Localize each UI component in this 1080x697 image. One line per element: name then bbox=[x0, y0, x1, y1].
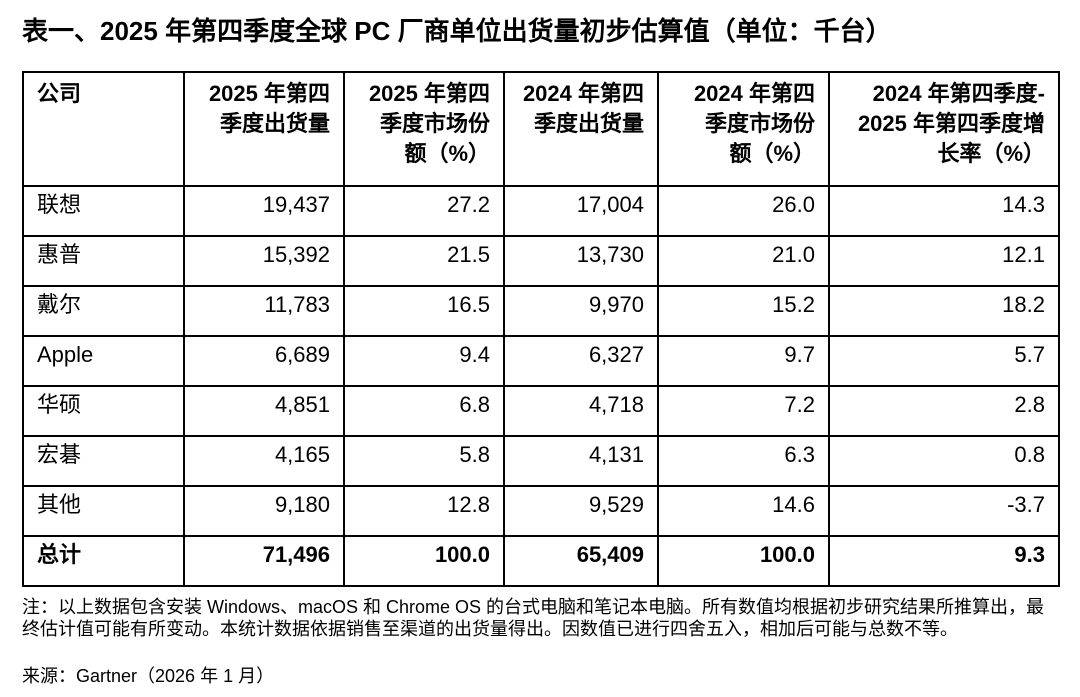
cell-2024-shipments: 13,730 bbox=[503, 235, 659, 287]
cell-2025-shipments: 6,689 bbox=[183, 335, 345, 387]
table-row-asus: 华硕 4,851 6.8 4,718 7.2 2.8 bbox=[22, 385, 1060, 437]
cell-growth: 12.1 bbox=[828, 235, 1060, 287]
cell-2024-share: 7.2 bbox=[657, 385, 830, 437]
cell-2024-share: 6.3 bbox=[657, 435, 830, 487]
cell-2024-shipments: 65,409 bbox=[503, 535, 659, 587]
cell-2025-shipments: 4,851 bbox=[183, 385, 345, 437]
cell-2024-share: 21.0 bbox=[657, 235, 830, 287]
cell-2024-shipments: 4,718 bbox=[503, 385, 659, 437]
cell-2024-share: 14.6 bbox=[657, 485, 830, 537]
cell-company: 惠普 bbox=[22, 235, 185, 287]
cell-growth: -3.7 bbox=[828, 485, 1060, 537]
header-company: 公司 bbox=[22, 71, 185, 187]
pc-shipments-table: 公司 2025 年第四 季度出货量 2025 年第四 季度市场份 额（%） 20… bbox=[22, 71, 1060, 587]
cell-2025-shipments: 11,783 bbox=[183, 285, 345, 337]
header-2025-q4-market-share: 2025 年第四 季度市场份 额（%） bbox=[343, 71, 505, 187]
cell-2024-share: 9.7 bbox=[657, 335, 830, 387]
cell-company: 宏碁 bbox=[22, 435, 185, 487]
cell-growth: 9.3 bbox=[828, 535, 1060, 587]
cell-2025-share: 12.8 bbox=[343, 485, 505, 537]
cell-company: 其他 bbox=[22, 485, 185, 537]
cell-growth: 0.8 bbox=[828, 435, 1060, 487]
cell-2024-shipments: 9,529 bbox=[503, 485, 659, 537]
cell-growth: 18.2 bbox=[828, 285, 1060, 337]
table-row-total: 总计 71,496 100.0 65,409 100.0 9.3 bbox=[22, 535, 1060, 587]
cell-2025-shipments: 19,437 bbox=[183, 185, 345, 237]
cell-2025-share: 5.8 bbox=[343, 435, 505, 487]
source-line: 来源：Gartner（2026 年 1 月） bbox=[22, 666, 275, 686]
header-2024-q4-market-share: 2024 年第四 季度市场份 额（%） bbox=[657, 71, 830, 187]
cell-company: Apple bbox=[22, 335, 185, 387]
table-row-apple: Apple 6,689 9.4 6,327 9.7 5.7 bbox=[22, 335, 1060, 387]
cell-2025-share: 27.2 bbox=[343, 185, 505, 237]
header-growth-rate: 2024 年第四季度- 2025 年第四季度增 长率（%） bbox=[828, 71, 1060, 187]
table-row-dell: 戴尔 11,783 16.5 9,970 15.2 18.2 bbox=[22, 285, 1060, 337]
table-row-lenovo: 联想 19,437 27.2 17,004 26.0 14.3 bbox=[22, 185, 1060, 237]
cell-2024-shipments: 4,131 bbox=[503, 435, 659, 487]
cell-2025-shipments: 4,165 bbox=[183, 435, 345, 487]
header-2024-q4-shipments: 2024 年第四 季度出货量 bbox=[503, 71, 659, 187]
cell-company: 戴尔 bbox=[22, 285, 185, 337]
cell-company: 总计 bbox=[22, 535, 185, 587]
cell-growth: 14.3 bbox=[828, 185, 1060, 237]
header-2025-q4-shipments: 2025 年第四 季度出货量 bbox=[183, 71, 345, 187]
cell-growth: 2.8 bbox=[828, 385, 1060, 437]
table-row-hp: 惠普 15,392 21.5 13,730 21.0 12.1 bbox=[22, 235, 1060, 287]
cell-2025-share: 21.5 bbox=[343, 235, 505, 287]
cell-2024-share: 26.0 bbox=[657, 185, 830, 237]
cell-2025-shipments: 9,180 bbox=[183, 485, 345, 537]
cell-2025-shipments: 15,392 bbox=[183, 235, 345, 287]
cell-2025-share: 100.0 bbox=[343, 535, 505, 587]
footnote: 注：以上数据包含安装 Windows、macOS 和 Chrome OS 的台式… bbox=[22, 597, 1045, 639]
cell-company: 华硕 bbox=[22, 385, 185, 437]
cell-2025-share: 9.4 bbox=[343, 335, 505, 387]
cell-2025-share: 16.5 bbox=[343, 285, 505, 337]
cell-growth: 5.7 bbox=[828, 335, 1060, 387]
table-row-acer: 宏碁 4,165 5.8 4,131 6.3 0.8 bbox=[22, 435, 1060, 487]
cell-company: 联想 bbox=[22, 185, 185, 237]
cell-2025-share: 6.8 bbox=[343, 385, 505, 437]
table-title: 表一、2025 年第四季度全球 PC 厂商单位出货量初步估算值（单位：千台） bbox=[22, 16, 892, 46]
cell-2024-share: 15.2 bbox=[657, 285, 830, 337]
cell-2024-shipments: 17,004 bbox=[503, 185, 659, 237]
table-row-others: 其他 9,180 12.8 9,529 14.6 -3.7 bbox=[22, 485, 1060, 537]
header-row: 公司 2025 年第四 季度出货量 2025 年第四 季度市场份 额（%） 20… bbox=[22, 71, 1060, 187]
cell-2024-shipments: 6,327 bbox=[503, 335, 659, 387]
cell-2025-shipments: 71,496 bbox=[183, 535, 345, 587]
cell-2024-share: 100.0 bbox=[657, 535, 830, 587]
cell-2024-shipments: 9,970 bbox=[503, 285, 659, 337]
